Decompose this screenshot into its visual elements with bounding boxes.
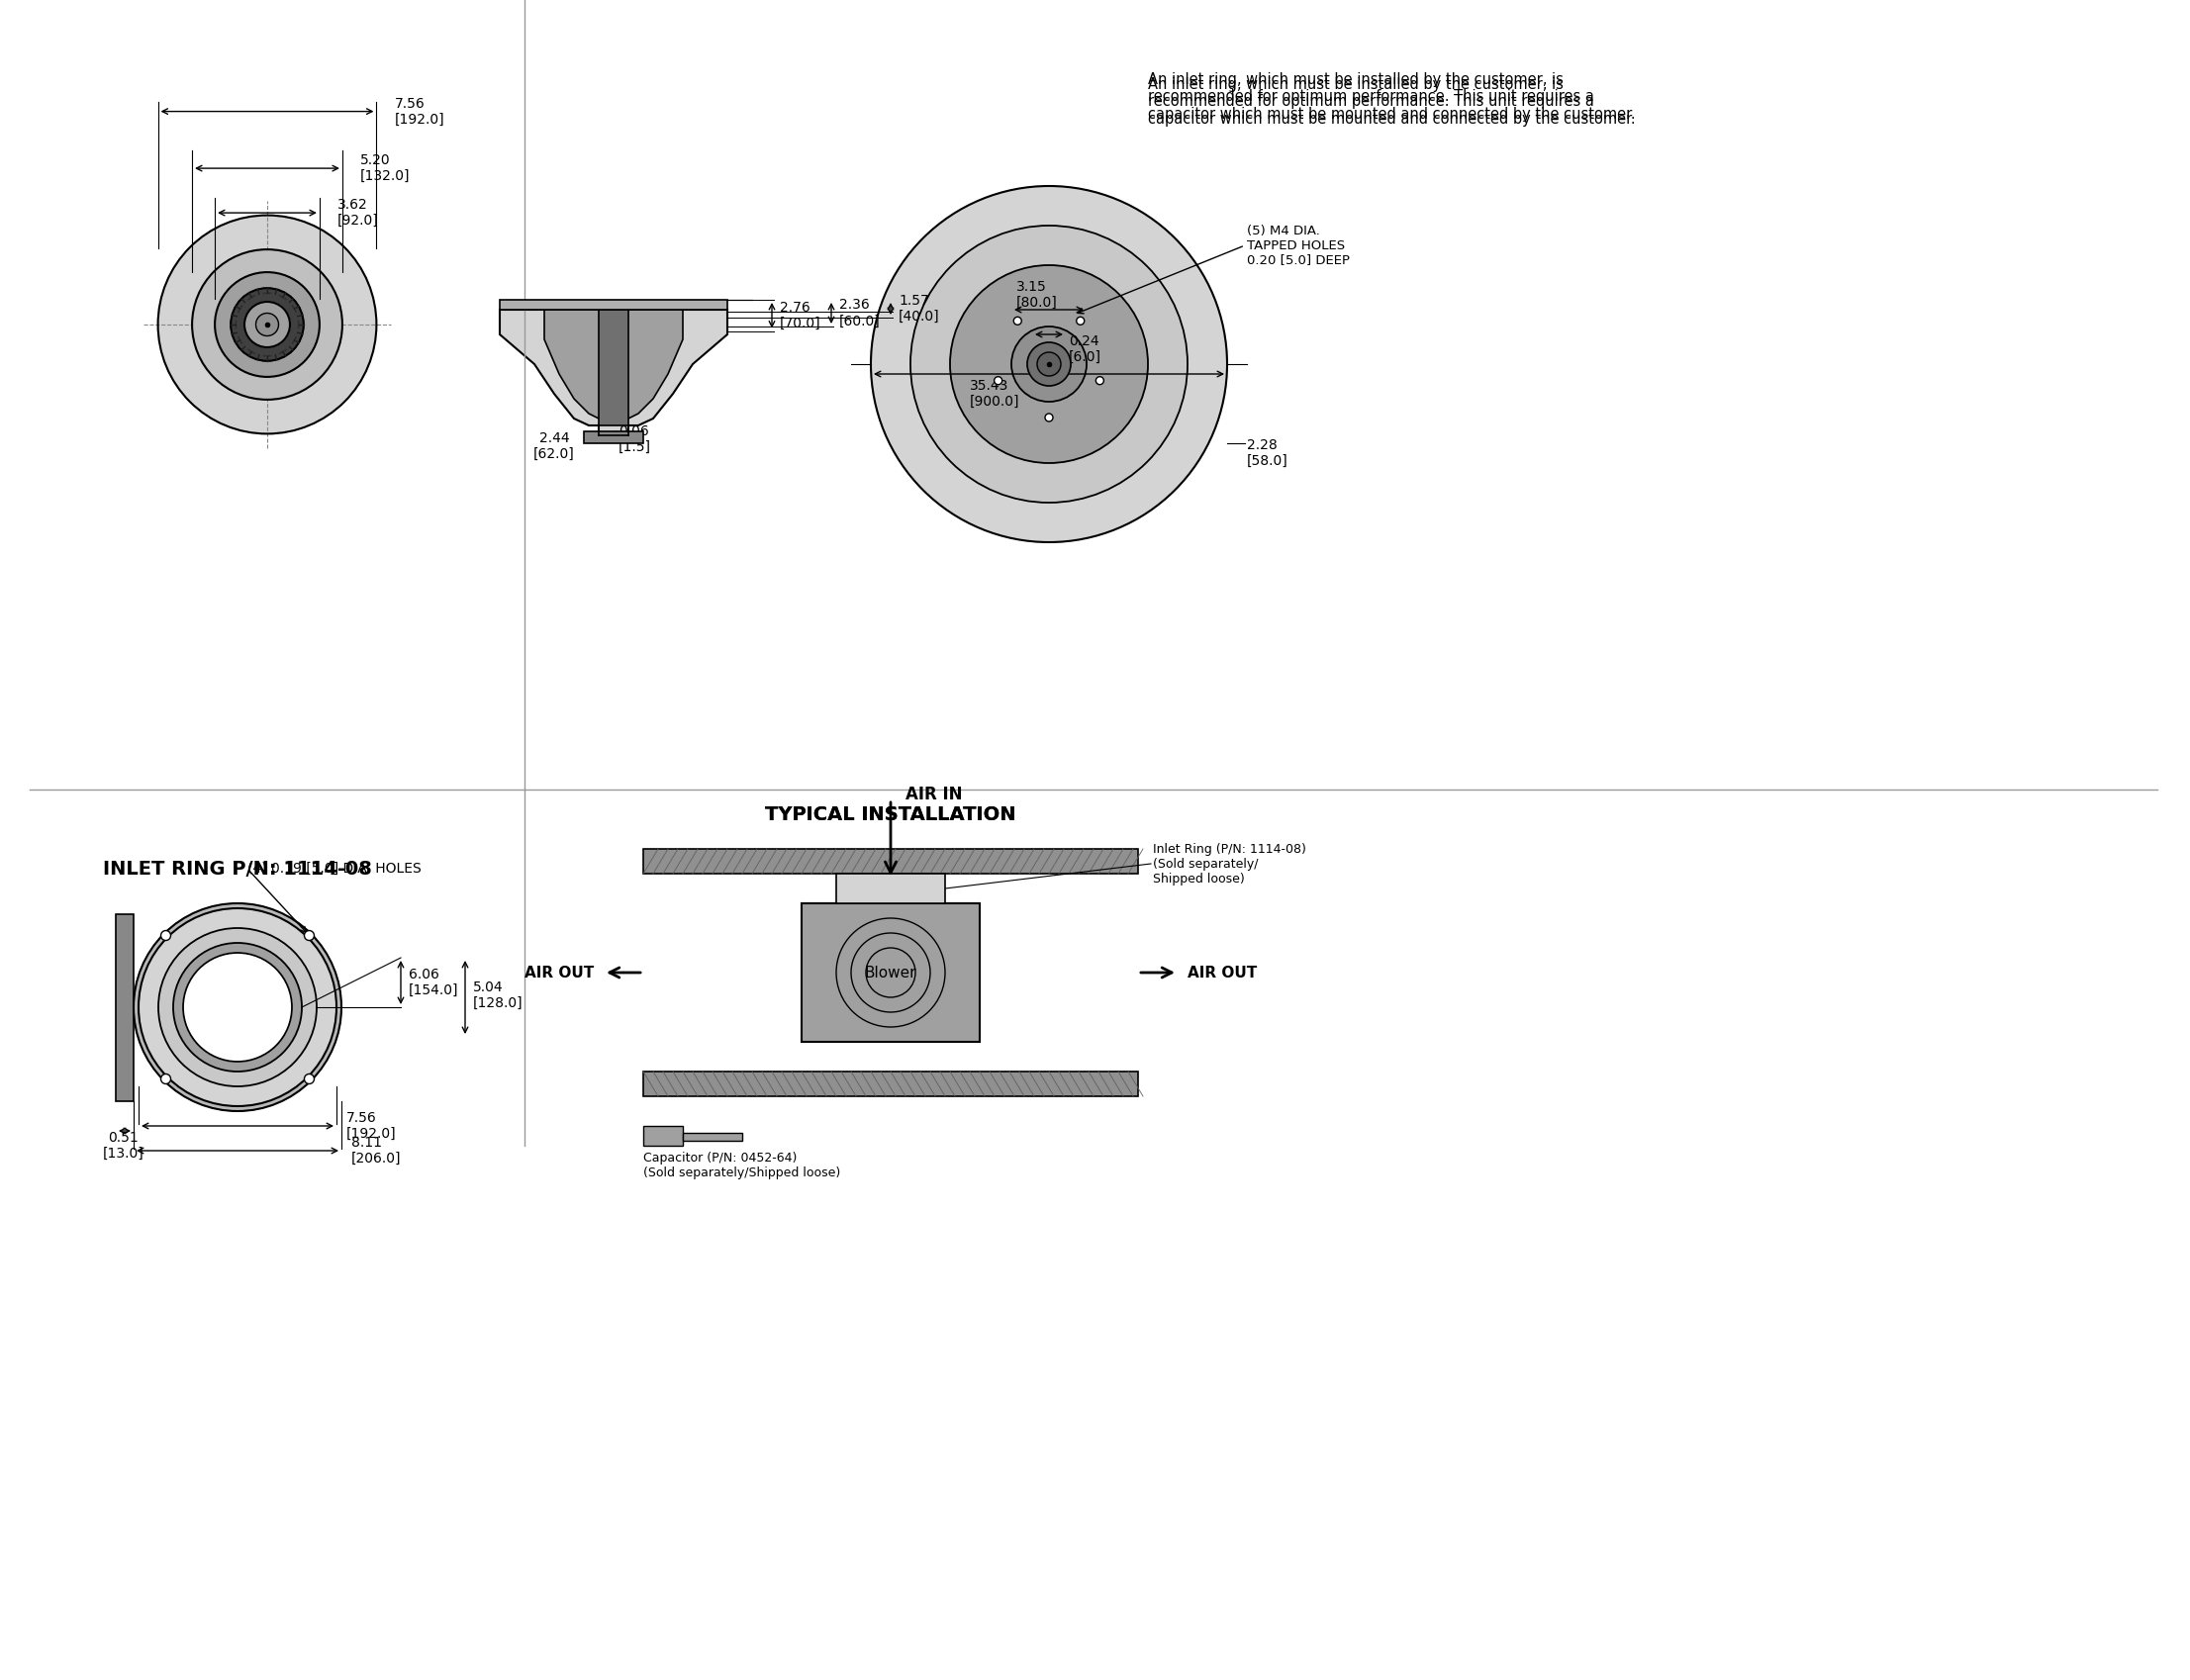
Text: TYPICAL INSTALLATION: TYPICAL INSTALLATION [764, 805, 1016, 823]
Circle shape [215, 272, 320, 376]
Text: Blower: Blower [865, 964, 918, 979]
Polygon shape [499, 309, 727, 435]
Bar [802, 904, 979, 1042]
Text: 2.44
[62.0]: 2.44 [62.0] [534, 432, 574, 460]
Circle shape [1038, 353, 1060, 376]
Text: 35.43
[900.0]: 35.43 [900.0] [970, 380, 1021, 408]
Bar [837, 874, 946, 904]
Circle shape [950, 265, 1148, 464]
Text: 8.11
[206.0]: 8.11 [206.0] [350, 1136, 401, 1166]
Circle shape [193, 249, 342, 400]
Circle shape [158, 927, 318, 1087]
Text: 6.06
[154.0]: 6.06 [154.0] [410, 968, 458, 998]
Circle shape [173, 942, 302, 1072]
Text: An inlet ring, which must be installed by the customer, is
recommended for optim: An inlet ring, which must be installed b… [1148, 72, 1636, 121]
Circle shape [1012, 326, 1086, 402]
Text: 2.36
[60.0]: 2.36 [60.0] [839, 299, 880, 328]
Circle shape [872, 186, 1226, 543]
Circle shape [160, 931, 171, 941]
Circle shape [158, 215, 377, 433]
Circle shape [304, 1074, 313, 1084]
Bar [683, 1132, 742, 1141]
Circle shape [1027, 343, 1071, 386]
Circle shape [304, 931, 313, 941]
Circle shape [138, 909, 337, 1105]
Bar [499, 299, 727, 309]
Circle shape [911, 225, 1187, 502]
Text: An inlet ring, which must be installed by the customer, is
recommended for optim: An inlet ring, which must be installed b… [1148, 77, 1636, 126]
Text: Inlet Ring (P/N: 1114-08)
(Sold separately/
Shipped loose): Inlet Ring (P/N: 1114-08) (Sold separate… [1152, 842, 1305, 885]
Text: 7.56
[192.0]: 7.56 [192.0] [346, 1110, 396, 1141]
Text: 0.06
[1.5]: 0.06 [1.5] [618, 425, 650, 454]
Circle shape [245, 302, 289, 348]
Text: 0.51
[13.0]: 0.51 [13.0] [103, 1131, 145, 1161]
Bar [116, 914, 134, 1100]
Circle shape [230, 287, 304, 361]
Circle shape [184, 953, 291, 1062]
Circle shape [256, 312, 278, 336]
Bar [644, 1126, 683, 1146]
Bar [644, 1072, 1139, 1097]
Circle shape [160, 1074, 171, 1084]
Text: 0.24
[6.0]: 0.24 [6.0] [1069, 334, 1102, 365]
Text: 7.56
[192.0]: 7.56 [192.0] [394, 96, 445, 126]
Polygon shape [545, 309, 683, 418]
Text: 3.62
[92.0]: 3.62 [92.0] [337, 198, 379, 228]
Polygon shape [585, 432, 644, 444]
Text: 1.57
[40.0]: 1.57 [40.0] [898, 294, 940, 324]
Circle shape [1077, 318, 1084, 324]
Polygon shape [598, 309, 629, 425]
Text: AIR IN: AIR IN [904, 786, 961, 803]
Text: 2.76
[70.0]: 2.76 [70.0] [780, 301, 821, 331]
Text: 2.28
[58.0]: 2.28 [58.0] [1246, 438, 1288, 469]
Bar [644, 848, 1139, 874]
Text: TYPICAL INSTALLATION: TYPICAL INSTALLATION [764, 805, 1016, 823]
Text: AIR OUT: AIR OUT [523, 964, 593, 979]
Circle shape [1045, 413, 1053, 422]
Text: 3.15
[80.0]: 3.15 [80.0] [1016, 281, 1058, 309]
Text: (4) 0.19 [5.0] DIA. HOLES: (4) 0.19 [5.0] DIA. HOLES [247, 862, 420, 875]
Circle shape [1014, 318, 1021, 324]
Text: AIR OUT: AIR OUT [1187, 964, 1257, 979]
Text: (5) M4 DIA.
TAPPED HOLES
0.20 [5.0] DEEP: (5) M4 DIA. TAPPED HOLES 0.20 [5.0] DEEP [1246, 223, 1349, 267]
Circle shape [994, 376, 1003, 385]
Text: INLET RING P/N: 1114-08: INLET RING P/N: 1114-08 [103, 858, 372, 879]
Circle shape [1095, 376, 1104, 385]
Circle shape [134, 904, 342, 1110]
Text: 5.20
[132.0]: 5.20 [132.0] [359, 153, 410, 183]
Text: 5.04
[128.0]: 5.04 [128.0] [473, 981, 523, 1010]
Text: Capacitor (P/N: 0452-64)
(Sold separately/Shipped loose): Capacitor (P/N: 0452-64) (Sold separatel… [644, 1152, 841, 1179]
